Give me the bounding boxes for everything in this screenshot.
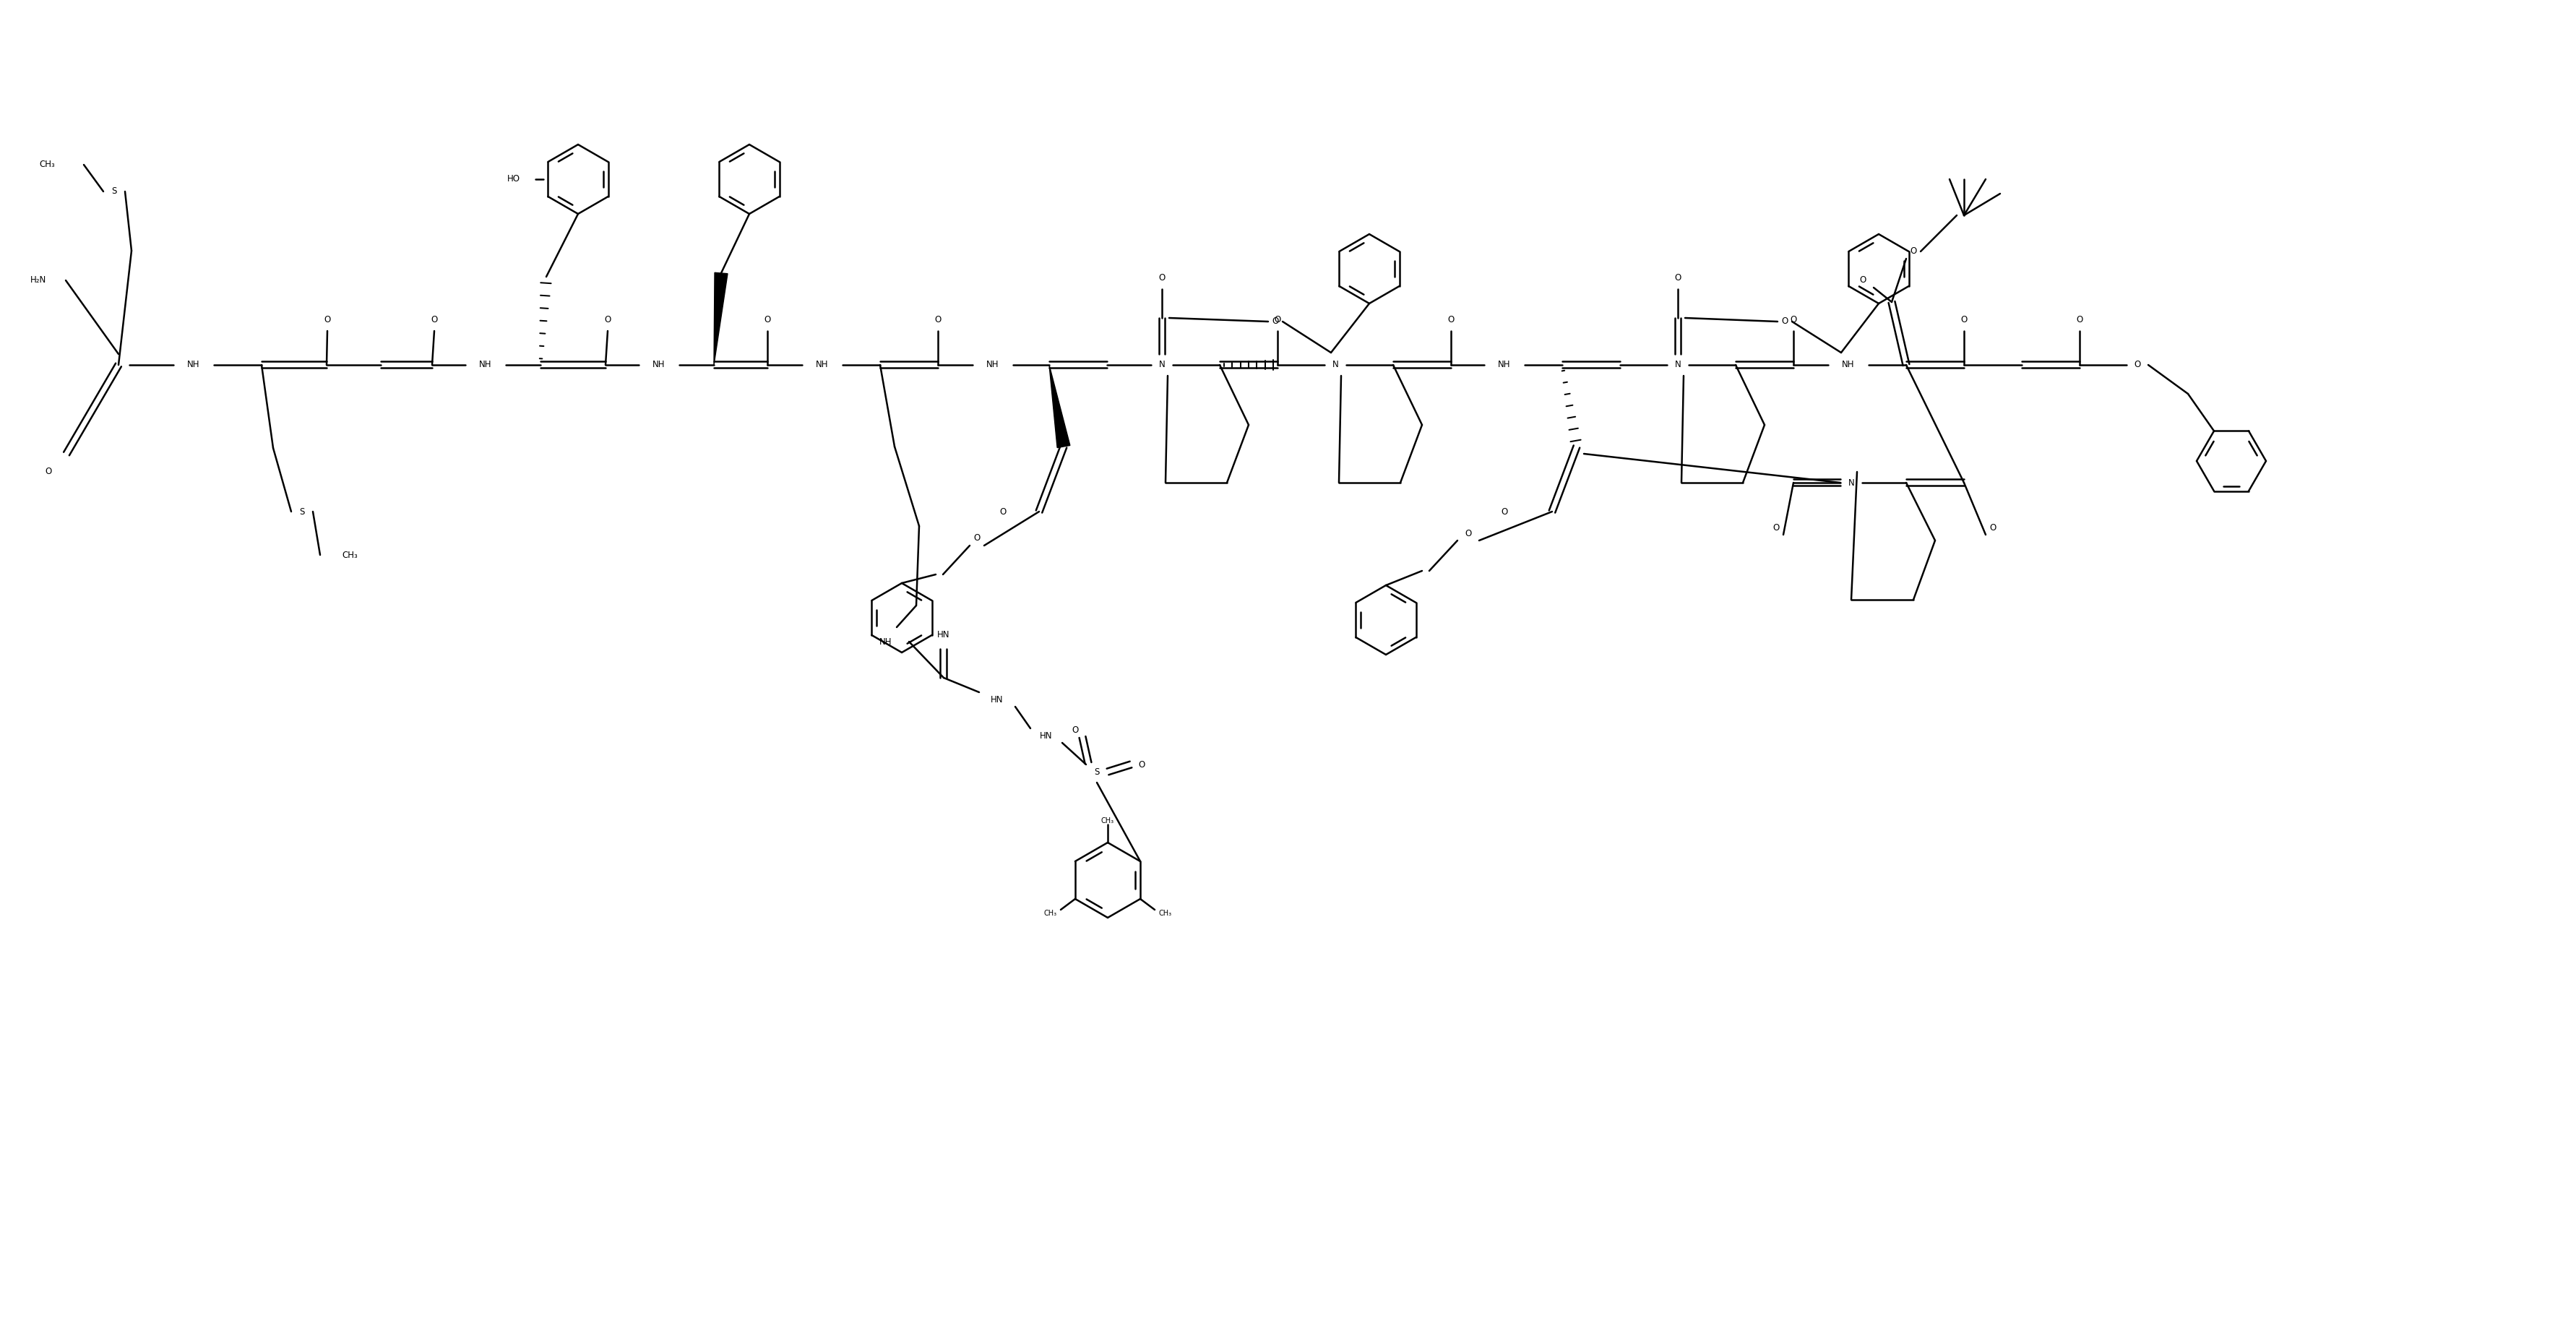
Text: NH: NH	[188, 360, 201, 370]
Text: O: O	[2076, 316, 2081, 325]
Polygon shape	[714, 273, 726, 366]
Text: O: O	[1989, 523, 1996, 532]
Text: O: O	[999, 507, 1007, 516]
Text: O: O	[1790, 316, 1795, 325]
Text: O: O	[1674, 273, 1680, 282]
Text: NH: NH	[652, 360, 665, 370]
Text: O: O	[1780, 317, 1788, 327]
Text: CH₃: CH₃	[343, 550, 358, 559]
Text: O: O	[935, 316, 940, 325]
Text: NH: NH	[878, 637, 891, 646]
Text: O: O	[765, 316, 770, 325]
Text: O: O	[1159, 273, 1164, 282]
Text: N: N	[1332, 360, 1337, 370]
Text: NH: NH	[479, 360, 492, 370]
Text: CH₃: CH₃	[1100, 817, 1113, 824]
Text: O: O	[1448, 316, 1453, 325]
Text: O: O	[44, 468, 52, 477]
Text: O: O	[1772, 523, 1780, 532]
Text: NH: NH	[1497, 360, 1510, 370]
Text: O: O	[1909, 247, 1917, 257]
Text: O: O	[1860, 276, 1865, 285]
Text: HN: HN	[992, 695, 1002, 704]
Text: CH₃: CH₃	[1043, 910, 1056, 917]
Text: HO: HO	[507, 175, 520, 184]
Text: O: O	[2133, 360, 2141, 370]
Text: NH: NH	[817, 360, 829, 370]
Text: O: O	[1502, 507, 1507, 516]
Text: O: O	[1273, 317, 1278, 327]
Text: O: O	[1273, 316, 1280, 325]
Text: O: O	[974, 534, 979, 543]
Text: O: O	[430, 316, 438, 325]
Text: H₂N: H₂N	[31, 276, 46, 285]
Text: N: N	[1847, 478, 1855, 488]
Text: O: O	[1139, 759, 1144, 769]
Text: NH: NH	[1842, 360, 1855, 370]
Text: S: S	[111, 187, 116, 196]
Text: O: O	[605, 316, 611, 325]
Text: NH: NH	[987, 360, 999, 370]
Text: O: O	[1960, 316, 1965, 325]
Text: CH₃: CH₃	[39, 160, 54, 169]
Text: S: S	[1095, 767, 1100, 777]
Polygon shape	[1048, 366, 1069, 448]
Text: N: N	[1159, 360, 1164, 370]
Text: S: S	[299, 507, 304, 516]
Text: N: N	[1674, 360, 1680, 370]
Text: O: O	[1466, 528, 1471, 538]
Text: HN: HN	[1041, 731, 1054, 741]
Text: HN: HN	[938, 630, 951, 640]
Text: CH₃: CH₃	[1159, 910, 1172, 917]
Text: O: O	[1072, 726, 1079, 735]
Text: O: O	[325, 316, 330, 325]
